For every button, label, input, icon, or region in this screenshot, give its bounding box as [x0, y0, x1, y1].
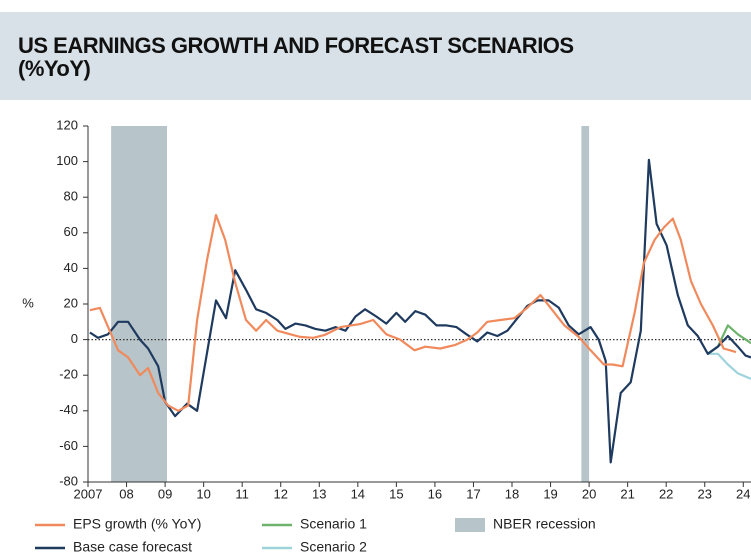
x-tick-label: 22 — [659, 486, 673, 501]
x-tick-label: 13 — [312, 486, 326, 501]
x-tick-label: 23 — [698, 486, 712, 501]
y-tick-label: 20 — [64, 295, 78, 310]
y-tick-label: 100 — [56, 153, 78, 168]
x-tick-label: 15 — [389, 486, 403, 501]
legend-swatch — [455, 518, 485, 532]
x-tick-label: 21 — [620, 486, 634, 501]
chart-title: US EARNINGS GROWTH AND FORECAST SCENARIO… — [18, 33, 574, 81]
legend-label: Scenario 2 — [300, 539, 367, 555]
x-tick-label: 24 — [736, 486, 750, 501]
series-line — [89, 158, 751, 464]
y-tick-label: -60 — [59, 438, 78, 453]
y-tick-label: -40 — [59, 402, 78, 417]
x-tick-label: 19 — [543, 486, 557, 501]
legend-label: Base case forecast — [73, 539, 192, 555]
y-tick-label: 80 — [64, 189, 78, 204]
x-tick-label: 12 — [273, 486, 287, 501]
y-tick-label: -20 — [59, 367, 78, 382]
y-tick-label: 40 — [64, 260, 78, 275]
y-tick-label: 60 — [64, 224, 78, 239]
y-tick-label: -80 — [59, 473, 78, 488]
y-tick-label: 120 — [56, 117, 78, 132]
recession-band — [111, 126, 168, 482]
series-line — [89, 213, 737, 412]
x-tick-label: 16 — [428, 486, 442, 501]
legend-label: NBER recession — [493, 516, 596, 532]
x-tick-label: 10 — [196, 486, 210, 501]
x-tick-label: 17 — [466, 486, 480, 501]
header: US EARNINGS GROWTH AND FORECAST SCENARIO… — [0, 12, 751, 100]
legend-label: Scenario 1 — [300, 516, 367, 532]
recession-band — [581, 126, 590, 482]
series-line — [707, 352, 751, 380]
x-tick-label: 2007 — [74, 486, 103, 501]
x-tick-label: 08 — [119, 486, 133, 501]
legend-label: EPS growth (% YoY) — [73, 516, 201, 532]
x-tick-label: 11 — [235, 486, 249, 501]
x-tick-label: 18 — [505, 486, 519, 501]
x-tick-label: 09 — [158, 486, 172, 501]
x-tick-label: 14 — [351, 486, 365, 501]
y-tick-label: 0 — [71, 331, 78, 346]
x-tick-label: 20 — [582, 486, 596, 501]
y-axis-label: % — [22, 295, 34, 310]
